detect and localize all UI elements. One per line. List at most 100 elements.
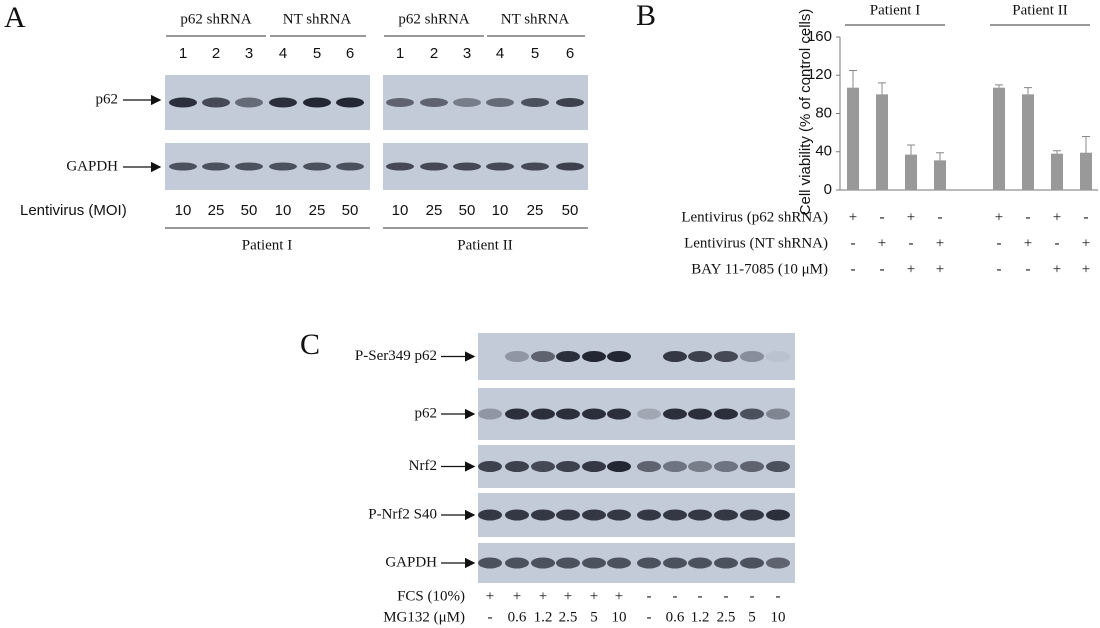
lane-number: 1: [179, 45, 187, 62]
condition-value: -: [647, 609, 652, 625]
condition-sign: +: [936, 261, 944, 277]
lane-number: 3: [463, 45, 471, 62]
error-bar: [878, 82, 886, 95]
band: [766, 557, 790, 569]
band: [714, 509, 738, 521]
lane-number: 3: [245, 45, 253, 62]
lane-number: 2: [212, 45, 220, 62]
condition-sign: -: [1084, 209, 1089, 225]
band: [486, 162, 514, 171]
bar: [1022, 94, 1034, 190]
band: [714, 351, 738, 362]
blot: [165, 143, 370, 190]
moi-value: 25: [426, 202, 443, 219]
condition-value: 1.2: [534, 609, 553, 625]
band: [688, 408, 712, 420]
band: [531, 509, 555, 521]
band: [202, 97, 230, 108]
panel-letter: B: [636, 0, 656, 32]
band: [607, 557, 631, 569]
panel-letter: C: [300, 328, 320, 361]
band: [269, 97, 297, 108]
band: [582, 351, 606, 362]
band: [303, 97, 331, 108]
condition-sign: +: [936, 235, 944, 251]
group-label: p62 shRNA: [398, 11, 469, 27]
band: [269, 162, 297, 171]
condition-sign: -: [909, 235, 914, 251]
band: [663, 461, 687, 472]
band: [235, 162, 263, 171]
condition-value: -: [776, 588, 781, 604]
row-label: GAPDH: [385, 554, 437, 570]
bar: [1080, 152, 1092, 190]
condition-value: 2.5: [559, 609, 578, 625]
condition-value: 10: [612, 609, 627, 625]
bar: [934, 160, 946, 190]
condition-value: 0.6: [666, 609, 685, 625]
lane-number: 5: [313, 45, 321, 62]
lane-number: 6: [566, 45, 574, 62]
condition-label: FCS (10%): [397, 588, 465, 604]
blot: [165, 75, 370, 130]
panel-letter: A: [4, 1, 26, 34]
band: [235, 97, 263, 108]
condition-sign: +: [1053, 261, 1061, 277]
condition-value: 0.6: [508, 609, 527, 625]
band: [556, 351, 580, 362]
error-bar: [1053, 150, 1061, 154]
band: [582, 509, 606, 521]
group-label: NT shRNA: [501, 11, 570, 27]
y-tick-label: 160: [807, 28, 832, 45]
row-label: P-Ser349 p62: [355, 348, 437, 364]
band: [740, 557, 764, 569]
band: [478, 408, 502, 420]
error-bar: [995, 84, 1003, 88]
lane-number: 2: [430, 45, 438, 62]
moi-value: 10: [175, 202, 192, 219]
band: [169, 162, 197, 171]
condition-sign: -: [1055, 235, 1060, 251]
condition-label: Lentivirus (p62 shRNA): [681, 209, 828, 225]
band: [386, 162, 414, 171]
band: [386, 98, 414, 107]
condition-sign: -: [880, 209, 885, 225]
moi-value: 50: [342, 202, 359, 219]
band: [556, 98, 584, 107]
band: [607, 509, 631, 521]
band: [740, 351, 764, 362]
moi-label: Lentivirus (MOI): [20, 202, 127, 219]
band: [740, 461, 764, 472]
row-label: Nrf2: [409, 458, 437, 474]
error-bar: [849, 69, 857, 88]
row-label: GAPDH: [66, 158, 118, 174]
band: [521, 98, 549, 107]
lane-number: 1: [396, 45, 404, 62]
moi-value: 50: [241, 202, 258, 219]
condition-sign: +: [1024, 235, 1032, 251]
band: [556, 461, 580, 472]
band: [688, 509, 712, 521]
condition-value: -: [647, 588, 652, 604]
group-label: Patient II: [1012, 2, 1067, 18]
band: [505, 408, 529, 420]
band: [607, 351, 631, 362]
band: [453, 162, 481, 171]
condition-sign: +: [849, 209, 857, 225]
band: [637, 408, 661, 420]
condition-value: +: [615, 588, 623, 604]
condition-value: 1.2: [691, 609, 710, 625]
condition-sign: -: [880, 261, 885, 277]
band: [169, 97, 197, 108]
band: [663, 351, 687, 362]
band: [486, 98, 514, 107]
moi-value: 10: [275, 202, 292, 219]
y-tick-label: 120: [807, 66, 832, 83]
band: [607, 461, 631, 472]
condition-sign: -: [1026, 209, 1031, 225]
bar: [993, 87, 1005, 190]
band: [478, 461, 502, 472]
band: [740, 509, 764, 521]
condition-value: 2.5: [717, 609, 736, 625]
